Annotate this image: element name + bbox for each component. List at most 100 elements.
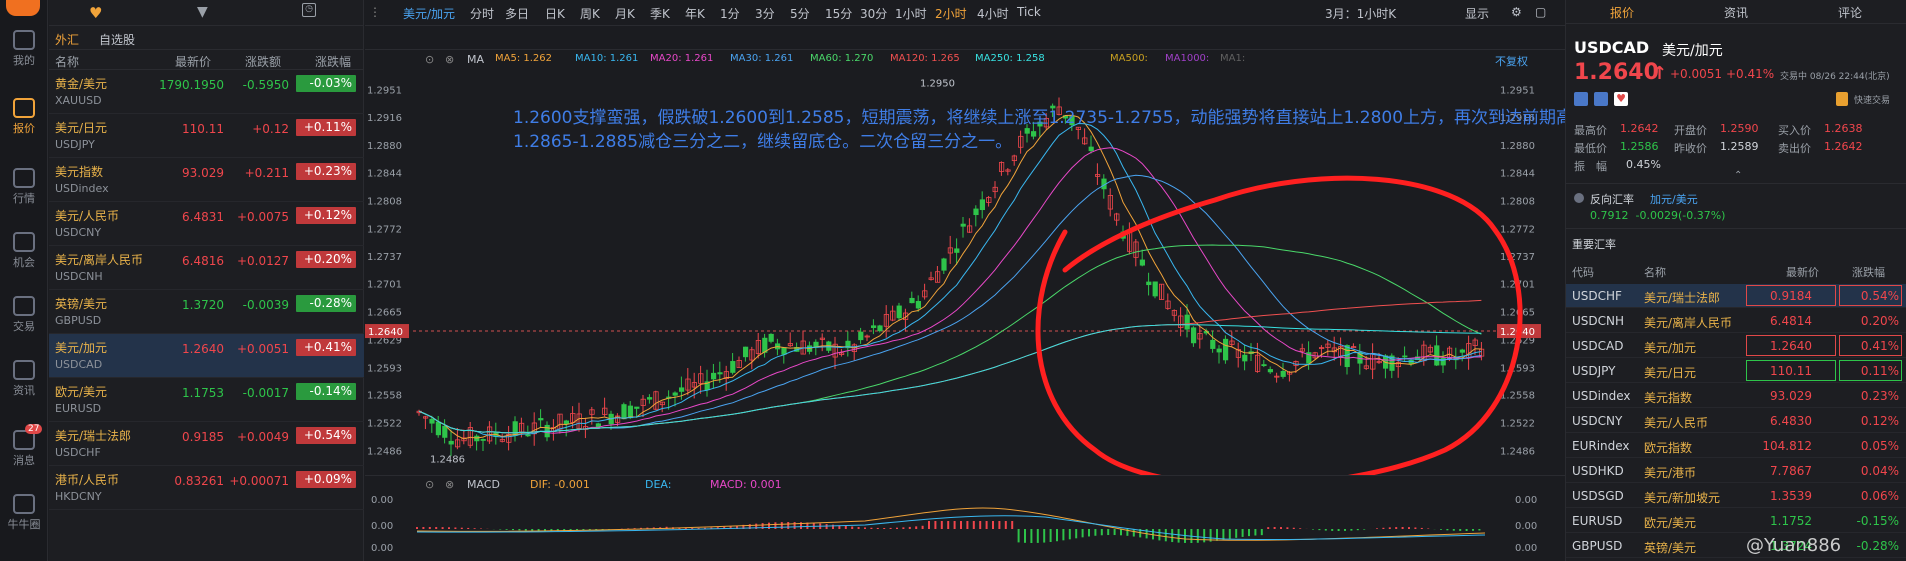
candle-body[interactable] <box>1139 259 1146 266</box>
candle-body[interactable] <box>1274 375 1280 378</box>
candle-body[interactable] <box>672 392 678 396</box>
period-5[interactable]: 季K <box>650 7 670 21</box>
ma-item[interactable]: MA250: 1.258 <box>975 53 1045 64</box>
candle-body[interactable] <box>1479 348 1485 357</box>
candle-body[interactable] <box>915 300 922 309</box>
reverse-name[interactable]: 加元/美元 <box>1650 193 1698 206</box>
symbol-selector[interactable]: 美元/加元 <box>403 7 456 21</box>
rate-row[interactable]: USDCHF 美元/瑞士法郎 0.9184 0.54% <box>1566 284 1906 308</box>
candle-body[interactable] <box>1018 135 1024 148</box>
ma-item[interactable]: MA60: 1.270 <box>810 53 874 64</box>
candle-body[interactable] <box>858 331 864 341</box>
candle-body[interactable] <box>1319 347 1325 349</box>
candle-body[interactable] <box>634 406 640 409</box>
period-12[interactable]: 1小时 <box>895 7 927 21</box>
candle-body[interactable] <box>890 310 896 321</box>
candle-body[interactable] <box>986 197 992 203</box>
candle-body[interactable] <box>499 439 505 442</box>
rate-row[interactable]: USDCAD 美元/加元 1.2640 0.41% <box>1566 334 1906 358</box>
candle-body[interactable] <box>781 347 787 355</box>
candle-body[interactable] <box>602 407 608 415</box>
candle-body[interactable] <box>1223 338 1229 361</box>
period-13[interactable]: 2小时 <box>935 7 967 21</box>
header-change[interactable]: 涨跌额 <box>245 55 282 69</box>
candle-body[interactable] <box>1165 300 1171 309</box>
candle-body[interactable] <box>1325 343 1331 348</box>
candle-body[interactable] <box>909 297 915 304</box>
adjust-selector[interactable]: 不复权 <box>1495 55 1528 68</box>
candle-body[interactable] <box>1216 348 1222 353</box>
candle-body[interactable] <box>717 372 723 375</box>
candle-body[interactable] <box>1351 346 1357 349</box>
candle-body[interactable] <box>941 258 947 271</box>
candle-body[interactable] <box>1197 333 1203 340</box>
candle-body[interactable] <box>967 225 973 233</box>
ma-item[interactable]: MA1000: <box>1165 53 1210 64</box>
candle-body[interactable] <box>1440 358 1446 366</box>
candle-body[interactable] <box>1114 213 1120 221</box>
candle-body[interactable] <box>1376 360 1382 364</box>
candle-body[interactable] <box>1415 356 1421 361</box>
candle-body[interactable] <box>1306 352 1312 364</box>
period-8[interactable]: 3分 <box>755 7 775 21</box>
period-4[interactable]: 月K <box>615 7 635 21</box>
candle-body[interactable] <box>954 248 960 253</box>
candle-body[interactable] <box>691 382 698 388</box>
candle-body[interactable] <box>506 434 512 443</box>
candle-body[interactable] <box>736 359 742 368</box>
candle-body[interactable] <box>979 199 986 211</box>
candle-body[interactable] <box>1011 155 1018 162</box>
period-6[interactable]: 年K <box>685 7 705 21</box>
candle-body[interactable] <box>698 373 704 384</box>
candle-body[interactable] <box>762 337 768 353</box>
candle-body[interactable] <box>480 439 486 441</box>
candle-body[interactable] <box>730 361 736 373</box>
candle-body[interactable] <box>1024 128 1030 134</box>
candle-body[interactable] <box>832 343 838 358</box>
candle-body[interactable] <box>768 333 774 342</box>
ma-item[interactable]: MA5: 1.262 <box>495 53 553 64</box>
period-9[interactable]: 5分 <box>790 7 810 21</box>
nav-item-2[interactable]: 行情 <box>0 168 48 206</box>
add-icon[interactable] <box>1574 92 1588 106</box>
candle-body[interactable] <box>423 416 429 419</box>
period-11[interactable]: 30分 <box>860 7 888 21</box>
period-1[interactable]: 多日 <box>505 7 530 21</box>
candle-body[interactable] <box>1159 283 1165 300</box>
candle-body[interactable] <box>1005 169 1011 172</box>
watchlist-row[interactable]: 港币/人民币 HKDCNY 0.83261 +0.00071 +0.09% <box>49 466 364 510</box>
candle-body[interactable] <box>1082 137 1088 145</box>
tab-forex[interactable]: 外汇 <box>55 33 80 47</box>
display-menu[interactable]: 显示 <box>1465 7 1490 21</box>
candle-body[interactable] <box>1146 281 1152 286</box>
candle-body[interactable] <box>589 409 595 415</box>
candle-body[interactable] <box>922 290 928 298</box>
candle-body[interactable] <box>877 325 883 332</box>
candle-body[interactable] <box>1210 339 1216 349</box>
tab-comments[interactable]: 评论 <box>1838 6 1863 20</box>
candle-body[interactable] <box>429 418 435 424</box>
candle-body[interactable] <box>1235 349 1242 358</box>
candle-body[interactable] <box>435 421 441 436</box>
watchlist-row[interactable]: 欧元/美元 EURUSD 1.1753 -0.0017 -0.14% <box>49 378 364 422</box>
candle-body[interactable] <box>595 423 601 428</box>
candle-body[interactable] <box>928 277 934 280</box>
candle-body[interactable] <box>563 420 569 425</box>
candle-body[interactable] <box>576 413 582 429</box>
tab-watchlist[interactable]: 自选股 <box>99 33 136 47</box>
candle-body[interactable] <box>646 397 653 400</box>
candle-body[interactable] <box>851 344 858 352</box>
macd-close-icon[interactable]: ⊗ <box>445 478 455 491</box>
ma-item[interactable]: MA20: 1.261 <box>650 53 714 64</box>
candle-body[interactable] <box>742 346 749 358</box>
watchlist-row[interactable]: 美元/瑞士法郎 USDCHF 0.9185 +0.0049 +0.54% <box>49 422 364 466</box>
candle-body[interactable] <box>455 439 461 448</box>
candle-body[interactable] <box>1095 174 1101 177</box>
candle-body[interactable] <box>787 343 794 347</box>
macd-chart[interactable]: 0.00 0.00 0.00 0.00 0.00 0.00 <box>365 493 1565 561</box>
nav-item-4[interactable]: 交易 <box>0 296 48 334</box>
quick-trade-bell-icon[interactable] <box>1836 92 1848 106</box>
candle-body[interactable] <box>819 337 826 340</box>
candle-body[interactable] <box>1184 314 1190 330</box>
candle-body[interactable] <box>1088 146 1094 152</box>
